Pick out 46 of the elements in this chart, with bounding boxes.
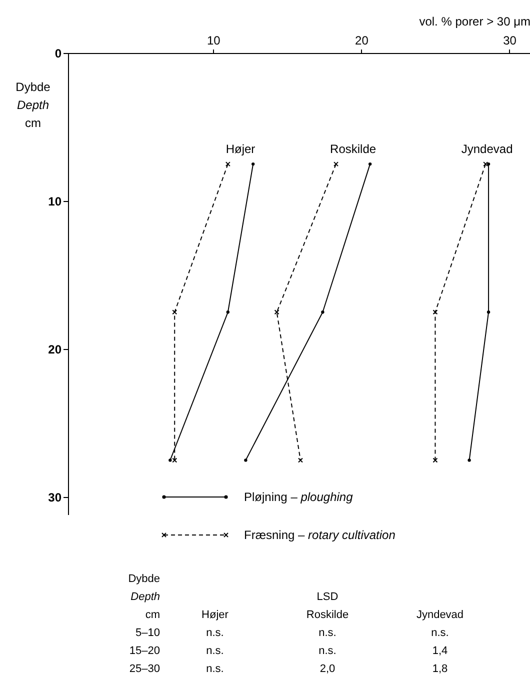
text: 1,4 [431, 644, 449, 659]
point [298, 458, 303, 463]
y-tick-label: 10 [48, 194, 62, 209]
point [172, 310, 178, 315]
text: 1,8 [431, 662, 449, 677]
x-tick-label: 10 [206, 34, 221, 48]
text: Dybde Depth cm [127, 572, 160, 623]
point [172, 458, 178, 463]
point [432, 310, 438, 315]
legend-label: Fræsning – rotary cultivation [244, 528, 396, 542]
text: 5–10 [134, 626, 160, 641]
point [486, 310, 490, 314]
point [225, 162, 230, 167]
point [226, 310, 230, 314]
point [432, 458, 438, 463]
annotation: Højer [226, 142, 256, 156]
point [244, 458, 248, 462]
point [334, 162, 339, 167]
point [168, 458, 172, 462]
annotation: Jyndevad [461, 142, 513, 156]
text: n.s. [430, 626, 450, 641]
y-axis-title: Dybde Depth cm [14, 79, 52, 132]
legend-label: Pløjning – ploughing [244, 490, 353, 504]
annotation: Roskilde [330, 142, 376, 156]
text: n.s. [205, 662, 225, 677]
x-tick-label: 30 [503, 34, 517, 48]
text: 25–30 [128, 662, 160, 677]
text: 15–20 [128, 644, 160, 659]
point [468, 458, 471, 462]
y-tick-label: 30 [48, 490, 62, 505]
point [252, 162, 255, 166]
y-tick-label: 0 [54, 46, 62, 60]
text: n.s. [205, 644, 225, 659]
x-axis-title: vol. % porer > 30 μm [419, 14, 530, 28]
point [486, 162, 490, 166]
point [321, 310, 324, 314]
text: n.s. [318, 626, 338, 641]
text: Højer [200, 608, 230, 623]
text: Jyndevad [415, 608, 465, 623]
y-tick-label: 20 [48, 342, 62, 357]
point [368, 162, 372, 166]
text: n.s. [205, 626, 225, 641]
point [274, 310, 280, 315]
x-tick-label: 20 [355, 34, 369, 48]
text: n.s. [318, 644, 338, 659]
text: 2,0 [318, 662, 336, 677]
